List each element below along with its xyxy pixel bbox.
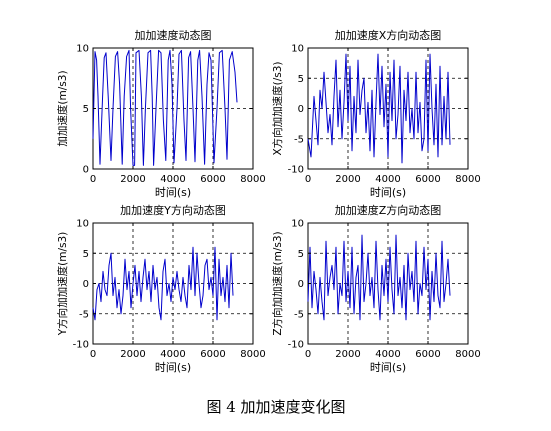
x-tick-label: 2000: [335, 174, 360, 185]
x-axis-label: 时间(s): [370, 361, 406, 374]
x-tick-label: 2000: [120, 349, 145, 360]
y-tick-label: 5: [83, 104, 89, 115]
y-tick-label: 10: [76, 219, 89, 230]
y-axis-label: Y方向加加速度(m/s3): [56, 232, 69, 337]
y-tick-label: 10: [291, 44, 304, 55]
x-axis-label: 时间(s): [155, 361, 191, 374]
data-series-line-1: [307, 53, 451, 164]
y-axis-label: X方向加加速度(/s3): [271, 61, 284, 155]
y-tick-label: 0: [83, 165, 89, 176]
subplot-grid: 0 2000 4000 6000 80000510加加速度动态图时间(s)加加速度(m/…: [56, 28, 481, 374]
data-series-line-1: [92, 49, 238, 166]
x-tick-label: 0: [90, 174, 96, 185]
y-tick-label: -5: [294, 134, 304, 145]
chart-title: 加加速度X方向动态图: [335, 28, 442, 42]
x-tick-label: 8000: [455, 349, 480, 360]
y-tick-label: 0: [83, 279, 89, 290]
x-tick-label: 4000: [160, 349, 185, 360]
chart-title: 加加速度Y方向动态图: [120, 203, 226, 217]
y-tick-label: -10: [288, 340, 304, 351]
y-tick-label: -5: [79, 309, 89, 320]
figure-caption: 图 4 加加速度变化图: [206, 398, 345, 416]
y-tick-label: 10: [291, 219, 304, 230]
subplot-3: 0 2000 4000 6000 8000 -10 -5 0 5 10 加加速度Y方向动态图时间(s…: [56, 203, 266, 374]
x-tick-label: 0: [305, 174, 311, 185]
y-tick-label: -10: [73, 340, 89, 351]
x-tick-label: 6000: [415, 349, 440, 360]
y-tick-label: 0: [298, 104, 304, 115]
chart-title: 加加速度Z方向动态图: [335, 203, 442, 217]
y-axis-label: 加加速度(m/s3): [56, 70, 69, 146]
chart-title: 加加速度动态图: [135, 28, 212, 42]
x-tick-label: 4000: [375, 349, 400, 360]
x-tick-label: 8000: [240, 174, 265, 185]
y-tick-label: 5: [298, 249, 304, 260]
x-tick-label: 4000: [160, 174, 185, 185]
subplot-4: 0 2000 4000 6000 8000 -10 -5 0 5 10 加加速度Z方向动态图时间(s…: [271, 203, 481, 374]
x-tick-label: 8000: [240, 349, 265, 360]
x-axis-label: 时间(s): [370, 186, 406, 199]
y-tick-label: -10: [288, 165, 304, 176]
x-tick-label: 6000: [415, 174, 440, 185]
subplot-2: 0 2000 4000 6000 8000 -10 -5 0 5 10 加加速度X方向动态图时间(s…: [271, 28, 481, 199]
x-tick-label: 0: [90, 349, 96, 360]
x-tick-label: 8000: [455, 174, 480, 185]
x-axis-label: 时间(s): [155, 186, 191, 199]
y-axis-label: Z方向加加速度(m/s3): [271, 231, 284, 335]
data-series-line-1: [307, 234, 451, 321]
x-tick-label: 2000: [335, 349, 360, 360]
x-tick-label: 2000: [120, 174, 145, 185]
y-tick-label: 5: [298, 74, 304, 85]
y-tick-label: 5: [83, 249, 89, 260]
y-tick-label: -5: [294, 309, 304, 320]
data-series-line-1: [92, 246, 234, 321]
x-tick-label: 0: [305, 349, 311, 360]
x-tick-label: 4000: [375, 174, 400, 185]
y-tick-label: 10: [76, 44, 89, 55]
y-tick-label: 0: [298, 279, 304, 290]
x-tick-label: 6000: [200, 349, 225, 360]
x-tick-label: 6000: [200, 174, 225, 185]
